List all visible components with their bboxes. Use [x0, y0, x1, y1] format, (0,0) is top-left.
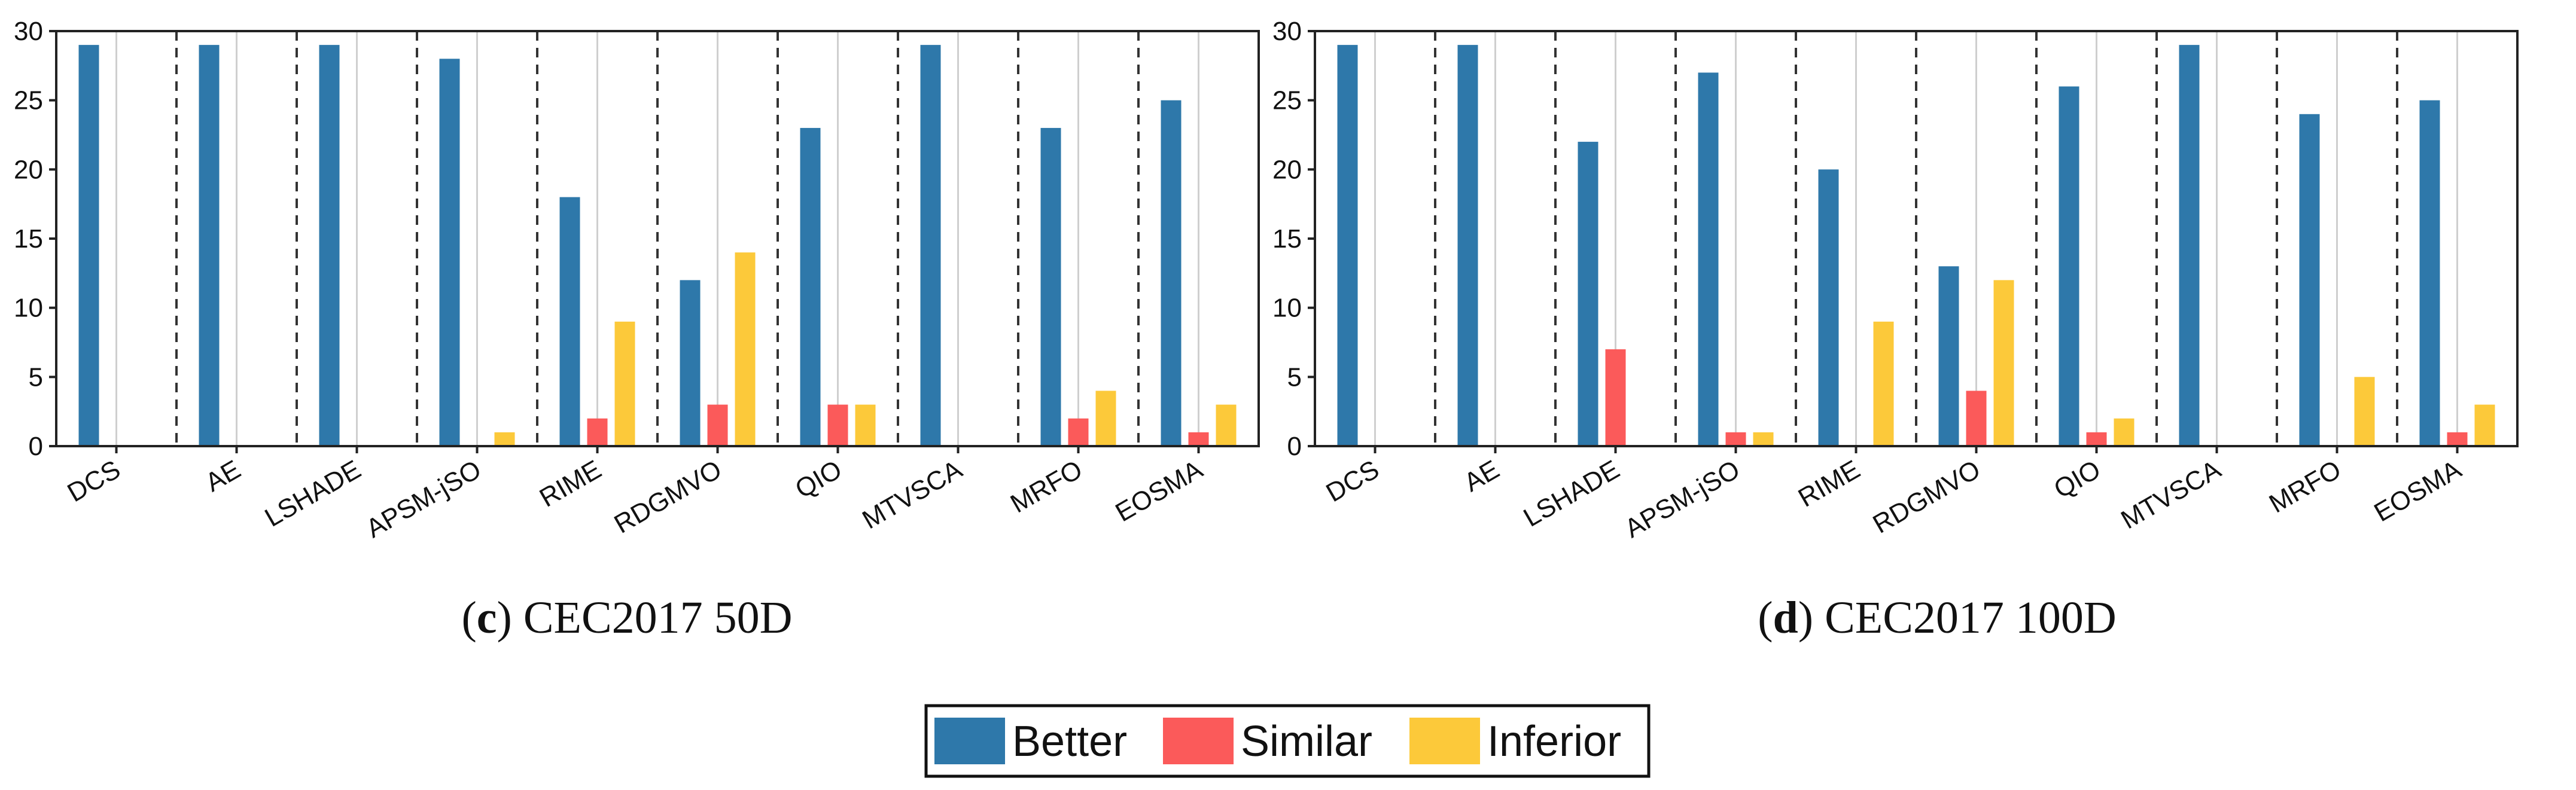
bar-inferior-rime [1873, 321, 1894, 446]
x-tick-label: QIO [790, 455, 847, 504]
bar-better-ae [199, 45, 220, 447]
bar-inferior-rdgmvo [1993, 280, 2014, 446]
x-tick-label: RIME [535, 455, 607, 513]
bar-inferior-mrfo [2354, 377, 2375, 446]
x-tick-label: QIO [2049, 455, 2105, 504]
y-tick-label: 0 [1287, 432, 1302, 461]
bar-better-apsm-jso [439, 59, 460, 447]
y-tick-label: 30 [1272, 17, 1302, 46]
x-tick-label: LSHADE [260, 455, 366, 532]
y-tick-label: 25 [14, 86, 43, 115]
bar-inferior-rime [614, 321, 635, 446]
bar-better-qio [2059, 86, 2079, 447]
bar-inferior-qio [2114, 418, 2135, 446]
y-tick-label: 10 [1272, 294, 1302, 323]
x-tick-label: AE [200, 455, 245, 498]
bar-better-qio [800, 127, 821, 446]
x-tick-label: DCS [1322, 455, 1384, 508]
y-tick-label: 15 [14, 224, 43, 254]
x-tick-label: EOSMA [2369, 455, 2467, 527]
bar-better-rime [1818, 169, 1839, 446]
x-tick-label: EOSMA [1110, 455, 1208, 527]
x-tick-label: MRFO [2264, 455, 2346, 518]
y-tick-label: 5 [1287, 362, 1302, 392]
bar-better-eosma [2419, 100, 2440, 446]
bar-better-rime [559, 197, 580, 446]
bar-inferior-qio [855, 404, 876, 446]
bar-better-mrfo [1040, 127, 1061, 446]
bar-better-rdgmvo [1938, 266, 1959, 446]
legend-label-better: Better [1012, 718, 1127, 765]
bar-similar-apsm-jso [1725, 432, 1746, 446]
x-tick-label: APSM-jSO [361, 455, 486, 544]
panel-caption: (d) CEC2017 100D [1758, 593, 2117, 643]
y-tick-label: 15 [1272, 224, 1302, 254]
x-tick-label: AE [1459, 455, 1504, 498]
bar-better-dcs [78, 45, 99, 447]
bar-better-rdgmvo [680, 280, 701, 446]
legend-swatch-similar [1163, 718, 1234, 764]
bar-similar-mrfo [1068, 418, 1089, 446]
x-tick-label: RIME [1794, 455, 1865, 513]
legend-box [924, 704, 1651, 778]
legend-label-inferior: Inferior [1487, 718, 1621, 765]
bar-better-mrfo [2299, 114, 2320, 447]
panel-caption: (c) CEC2017 50D [461, 593, 792, 643]
bar-better-lshade [319, 45, 340, 447]
bar-similar-lshade [1605, 349, 1626, 446]
y-tick-label: 30 [14, 17, 43, 46]
x-tick-label: MTVSCA [2116, 455, 2226, 535]
x-tick-label: DCS [63, 455, 126, 508]
bar-similar-qio [2086, 432, 2107, 446]
x-tick-label: APSM-jSO [1620, 455, 1745, 544]
bar-better-dcs [1337, 45, 1358, 447]
y-tick-label: 0 [29, 432, 43, 461]
x-tick-label: MTVSCA [857, 455, 967, 535]
legend: Better Similar Inferior [924, 704, 1651, 778]
y-tick-label: 25 [1272, 86, 1302, 115]
y-tick-label: 5 [29, 362, 43, 392]
bar-inferior-apsm-jso [494, 432, 515, 446]
bar-better-eosma [1161, 100, 1182, 446]
legend-swatch-better [934, 718, 1005, 764]
bar-inferior-apsm-jso [1753, 432, 1774, 446]
bar-inferior-mrfo [1095, 391, 1116, 446]
bar-better-apsm-jso [1698, 72, 1719, 446]
legend-label-similar: Similar [1241, 718, 1372, 765]
bar-similar-rime [587, 418, 608, 446]
bar-inferior-rdgmvo [735, 252, 756, 446]
y-tick-label: 20 [14, 155, 43, 184]
bar-better-mtvsca [920, 45, 941, 447]
y-tick-label: 10 [14, 294, 43, 323]
bar-better-lshade [1578, 142, 1598, 447]
x-tick-label: MRFO [1006, 455, 1088, 518]
bar-similar-eosma [2447, 432, 2468, 446]
bar-better-mtvsca [2179, 45, 2200, 447]
bar-similar-eosma [1188, 432, 1209, 446]
x-tick-label: RDGMVO [1868, 455, 1986, 539]
bar-similar-rdgmvo [1966, 391, 1987, 446]
bar-similar-rdgmvo [707, 404, 728, 446]
bar-inferior-eosma [1216, 404, 1237, 446]
bar-similar-qio [827, 404, 848, 446]
bar-inferior-eosma [2474, 404, 2495, 446]
legend-swatch-inferior [1409, 718, 1480, 764]
x-tick-label: LSHADE [1519, 455, 1625, 532]
bar-better-ae [1457, 45, 1478, 447]
x-tick-label: RDGMVO [610, 455, 727, 539]
y-tick-label: 20 [1272, 155, 1302, 184]
